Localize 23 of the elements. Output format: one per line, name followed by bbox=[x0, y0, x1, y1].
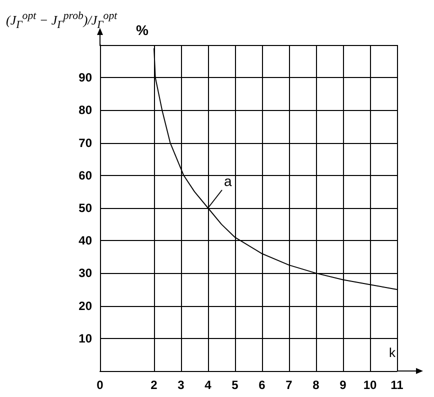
x-tick-label: 0 bbox=[96, 378, 104, 392]
x-axis-title: k bbox=[389, 345, 396, 360]
y-tick-label: 20 bbox=[78, 298, 92, 313]
text: % bbox=[136, 22, 149, 38]
x-tick-label: 9 bbox=[340, 378, 347, 392]
x-tick-label: 7 bbox=[286, 378, 293, 392]
y-tick-label: 40 bbox=[78, 234, 92, 248]
x-tick-label: 10 bbox=[363, 378, 377, 392]
x-tick-label: 4 bbox=[204, 378, 212, 392]
y-tick-label: 90 bbox=[78, 70, 92, 85]
y-tick-label: 70 bbox=[78, 136, 92, 150]
x-tick-label: 5 bbox=[232, 378, 239, 392]
x-tick-label: 8 bbox=[312, 378, 320, 392]
x-tick-label: 6 bbox=[258, 378, 266, 392]
y-tick-label: 60 bbox=[78, 168, 92, 182]
y-tick-label: 80 bbox=[78, 103, 92, 118]
y-tick-label: 30 bbox=[78, 266, 92, 280]
annotation: a bbox=[224, 173, 232, 189]
x-tick-label: 3 bbox=[178, 378, 185, 392]
x-tick-label: 11 bbox=[390, 378, 404, 392]
y-tick-label: 10 bbox=[78, 331, 92, 346]
x-tick-label: 2 bbox=[150, 378, 158, 392]
y-tick-label: 50 bbox=[78, 201, 92, 215]
